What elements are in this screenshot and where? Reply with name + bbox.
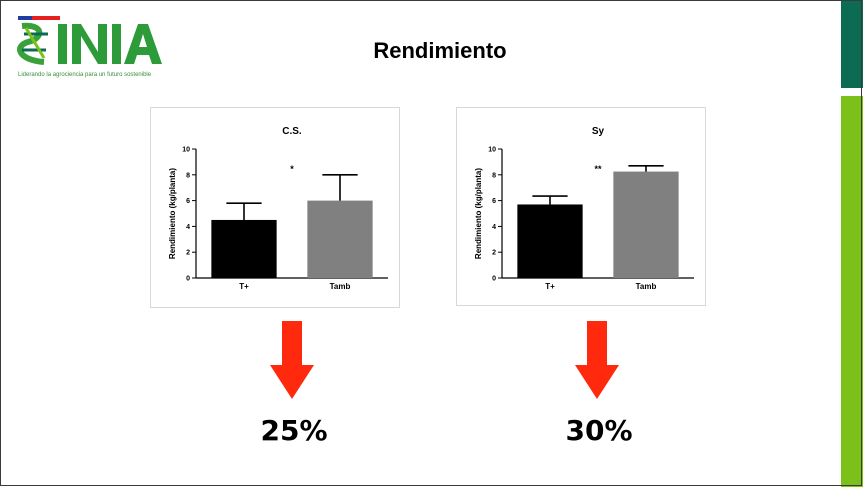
chart-panel-cs: C.S. Rendimiento (kg/planta) 0 2 4 6 8 10 T+ Tamb…: [150, 107, 400, 308]
y-tick-label: 10: [488, 147, 496, 154]
side-accent-top: [841, 0, 863, 88]
y-tick-label: 10: [182, 147, 190, 154]
bar: [613, 171, 679, 278]
chart-title: Sy: [592, 126, 605, 137]
chart-title: C.S.: [282, 126, 302, 137]
down-arrow-icon: [575, 321, 619, 399]
y-tick-label: 0: [186, 276, 190, 283]
y-tick-label: 2: [186, 250, 190, 257]
bar-chart-cs: C.S. Rendimiento (kg/planta) 0 2 4 6 8 10 T+ Tamb…: [168, 126, 388, 291]
bar: [211, 219, 277, 278]
chart-panel-sy: Sy Rendimiento (kg/planta) 0 2 4 6 8 10 T+ Tamb **: [456, 107, 706, 306]
y-tick-label: 4: [186, 224, 190, 231]
down-arrow-icon: [270, 321, 314, 399]
y-axis-label: Rendimiento (kg/planta): [474, 168, 483, 259]
y-axis-label: Rendimiento (kg/planta): [168, 168, 177, 259]
y-tick-label: 0: [492, 276, 496, 283]
y-tick-label: 8: [492, 172, 496, 179]
y-tick-label: 4: [492, 224, 496, 231]
x-tick-label: Tamb: [636, 282, 657, 291]
y-tick-label: 6: [186, 198, 190, 205]
reduction-cs: 25%: [260, 414, 328, 447]
y-tick-label: 6: [492, 198, 496, 205]
significance-marker: **: [594, 164, 602, 174]
inia-logo: Liderando la agrociencia para un futuro …: [14, 14, 174, 84]
inia-logo-graphic: [17, 16, 162, 65]
side-accent-bar: [841, 96, 863, 487]
page-title: Rendimiento: [373, 38, 507, 63]
x-tick-label: T+: [239, 282, 249, 291]
y-tick-label: 8: [186, 172, 190, 179]
bar: [307, 200, 373, 278]
logo-tagline: Liderando la agrociencia para un futuro …: [18, 72, 152, 78]
x-tick-label: Tamb: [330, 282, 351, 291]
bar-chart-sy: Sy Rendimiento (kg/planta) 0 2 4 6 8 10 T+ Tamb **: [474, 126, 694, 291]
reduction-sy: 30%: [565, 414, 633, 447]
significance-marker: *: [290, 164, 294, 174]
y-tick-label: 2: [492, 250, 496, 257]
bar: [517, 204, 583, 278]
x-tick-label: T+: [545, 282, 555, 291]
